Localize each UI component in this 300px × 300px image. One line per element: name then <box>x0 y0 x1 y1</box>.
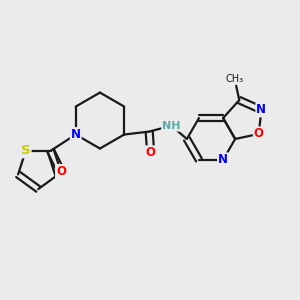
Text: O: O <box>146 146 156 159</box>
Text: N: N <box>71 128 81 141</box>
Text: O: O <box>56 165 66 178</box>
Text: N: N <box>256 103 266 116</box>
Text: O: O <box>254 128 264 140</box>
Text: NH: NH <box>162 121 181 131</box>
Text: S: S <box>21 144 31 157</box>
Text: CH₃: CH₃ <box>226 74 244 83</box>
Text: N: N <box>218 153 228 167</box>
